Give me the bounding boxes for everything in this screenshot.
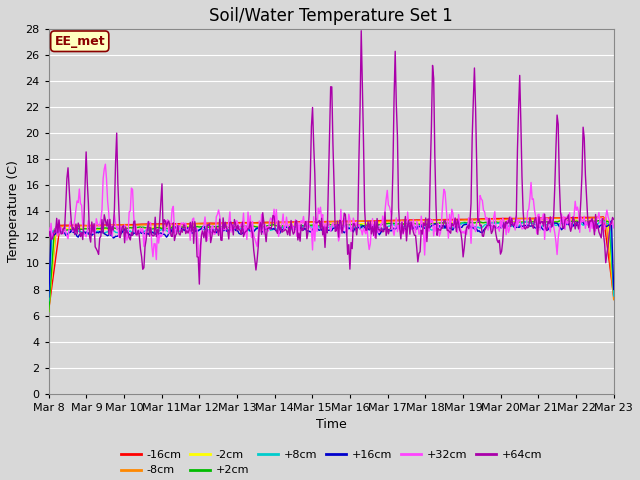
Legend: -16cm, -8cm, -2cm, +2cm, +8cm, +16cm, +32cm, +64cm: -16cm, -8cm, -2cm, +2cm, +8cm, +16cm, +3… — [117, 446, 545, 479]
Y-axis label: Temperature (C): Temperature (C) — [7, 160, 20, 263]
Text: EE_met: EE_met — [54, 35, 105, 48]
Title: Soil/Water Temperature Set 1: Soil/Water Temperature Set 1 — [209, 7, 453, 25]
X-axis label: Time: Time — [316, 418, 347, 431]
